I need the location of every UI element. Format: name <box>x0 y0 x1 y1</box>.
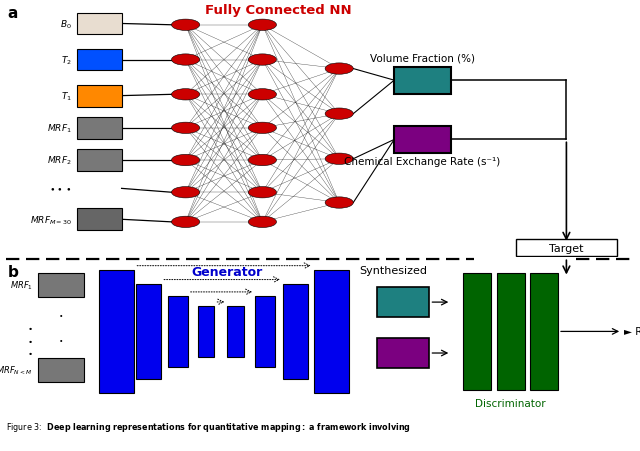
Bar <box>530 273 558 390</box>
Text: $T_2$: $T_2$ <box>61 54 72 67</box>
Circle shape <box>248 187 276 198</box>
Circle shape <box>248 20 276 32</box>
Bar <box>227 306 244 357</box>
Text: $MRF_1$: $MRF_1$ <box>10 279 33 292</box>
Bar <box>77 86 122 107</box>
Bar <box>394 68 451 94</box>
Circle shape <box>172 155 200 166</box>
Text: Fully Connected NN: Fully Connected NN <box>205 4 352 17</box>
Bar <box>77 14 122 35</box>
Circle shape <box>325 109 353 120</box>
Bar <box>314 270 349 393</box>
Text: $MRF_{N<M}$: $MRF_{N<M}$ <box>0 364 33 377</box>
Bar <box>283 284 308 379</box>
Bar <box>377 339 429 368</box>
Circle shape <box>172 55 200 66</box>
Text: $MRF_1$: $MRF_1$ <box>47 122 72 135</box>
Circle shape <box>325 154 353 165</box>
Text: $MRF_{M=30}$: $MRF_{M=30}$ <box>29 214 72 226</box>
Text: Target: Target <box>549 243 584 253</box>
Text: $\bullet$: $\bullet$ <box>58 312 63 318</box>
Text: $B_0$: $B_0$ <box>60 18 72 31</box>
Bar <box>136 284 161 379</box>
Text: a: a <box>8 6 18 21</box>
Circle shape <box>172 20 200 32</box>
Text: $T_1$: $T_1$ <box>61 90 72 103</box>
Circle shape <box>248 123 276 134</box>
Text: $MRF_2$: $MRF_2$ <box>47 154 72 167</box>
Text: $\bullet$: $\bullet$ <box>27 322 33 331</box>
Bar <box>198 306 214 357</box>
Text: ► Real / Fake: ► Real / Fake <box>624 327 640 336</box>
Bar <box>38 358 84 382</box>
Bar <box>77 150 122 171</box>
Circle shape <box>172 187 200 198</box>
Circle shape <box>248 55 276 66</box>
Text: b: b <box>8 264 19 279</box>
Bar <box>377 288 429 317</box>
Bar <box>255 296 275 367</box>
Bar <box>77 50 122 71</box>
Bar <box>77 118 122 139</box>
Bar <box>38 273 84 298</box>
Circle shape <box>325 64 353 75</box>
Circle shape <box>172 89 200 101</box>
Bar <box>394 127 451 154</box>
Circle shape <box>172 123 200 134</box>
Bar <box>463 273 491 390</box>
Text: Synthesized: Synthesized <box>360 266 428 276</box>
Bar <box>99 270 134 393</box>
Text: Generator: Generator <box>191 266 263 278</box>
Bar <box>497 273 525 390</box>
FancyBboxPatch shape <box>516 239 617 257</box>
Text: Volume Fraction (%): Volume Fraction (%) <box>370 54 475 64</box>
Circle shape <box>248 89 276 101</box>
Text: $\bullet$: $\bullet$ <box>58 336 63 342</box>
Text: $\bullet$: $\bullet$ <box>27 347 33 356</box>
Circle shape <box>325 198 353 209</box>
Text: Figure 3:  $\mathbf{Deep\ learning\ representations\ for\ quantitative\ mapping:: Figure 3: $\mathbf{Deep\ learning\ repre… <box>6 420 412 433</box>
Bar <box>77 209 122 231</box>
Circle shape <box>248 155 276 166</box>
Text: Discriminator: Discriminator <box>475 398 545 408</box>
Bar <box>168 296 188 367</box>
Circle shape <box>248 217 276 228</box>
Circle shape <box>172 217 200 228</box>
Text: $\bullet$: $\bullet$ <box>27 335 33 344</box>
Text: Chemical Exchange Rate (s⁻¹): Chemical Exchange Rate (s⁻¹) <box>344 156 500 167</box>
Text: $\bullet\bullet\bullet$: $\bullet\bullet\bullet$ <box>49 184 72 193</box>
